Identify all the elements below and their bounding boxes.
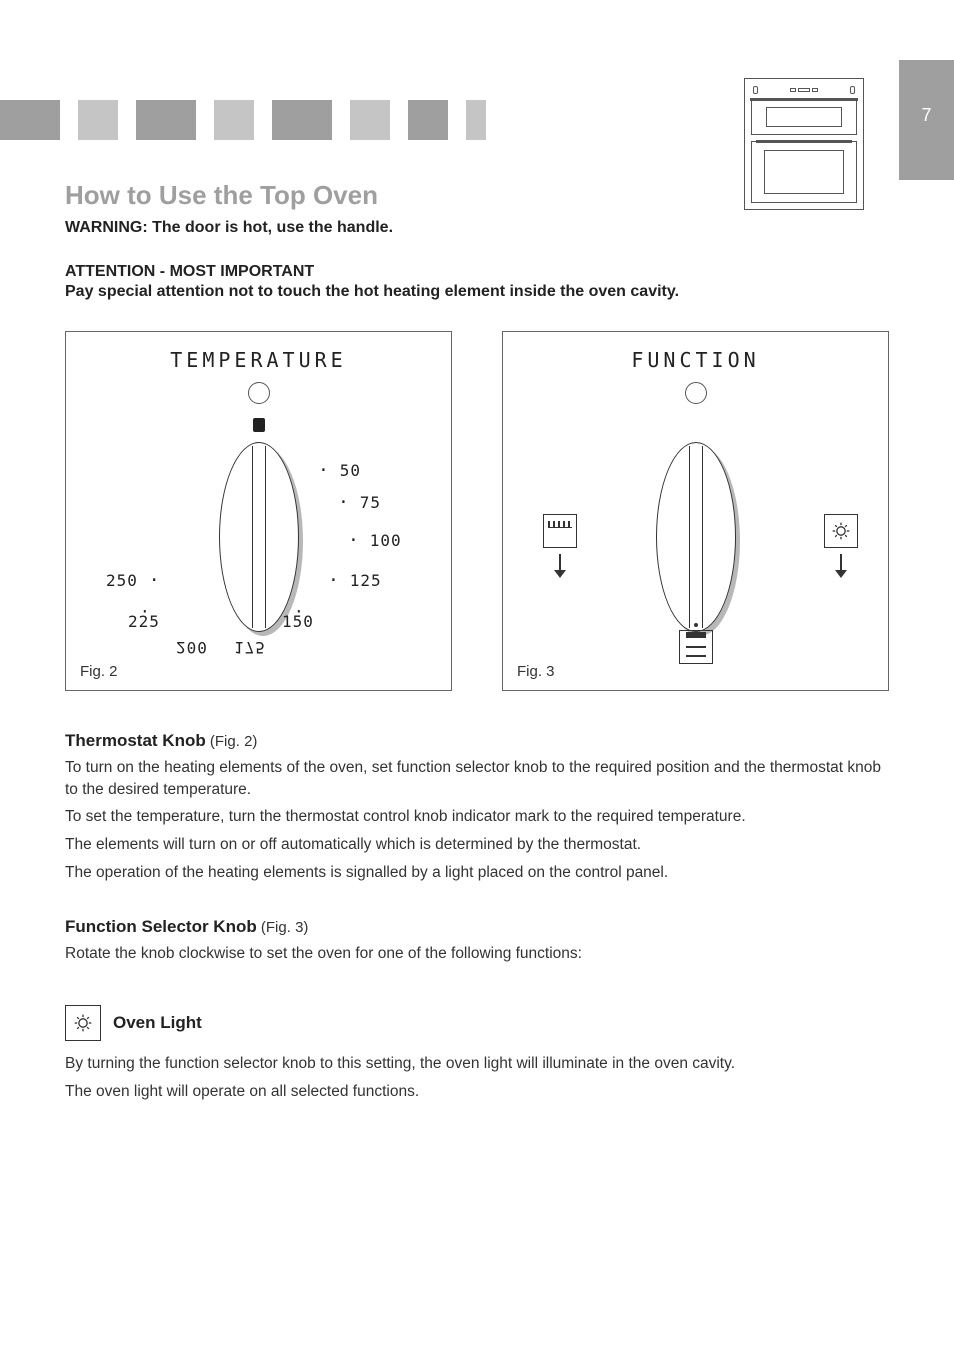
dial-title: FUNCTION bbox=[513, 348, 878, 372]
figure-reference: (Fig. 3) bbox=[257, 919, 309, 936]
figure-label: Fig. 2 bbox=[80, 663, 118, 680]
dial-title: TEMPERATURE bbox=[76, 348, 441, 372]
arrow-icon bbox=[840, 554, 842, 576]
page-number: 7 bbox=[899, 60, 954, 180]
attention-text: Pay special attention not to touch the h… bbox=[65, 283, 889, 301]
function-knob-icon bbox=[656, 442, 736, 632]
figure-reference: (Fig. 2) bbox=[206, 733, 258, 750]
conventional-function-icon bbox=[679, 630, 713, 664]
body-paragraph: By turning the function selector knob to… bbox=[65, 1053, 889, 1075]
indicator-led-icon bbox=[685, 382, 707, 404]
indicator-led-icon bbox=[248, 382, 270, 404]
body-paragraph: The operation of the heating elements is… bbox=[65, 862, 889, 884]
light-function-icon bbox=[824, 514, 858, 548]
section-heading: Function Selector Knob bbox=[65, 917, 257, 936]
body-paragraph: The oven light will operate on all selec… bbox=[65, 1081, 889, 1103]
oven-illustration-icon bbox=[744, 78, 864, 210]
section-heading: Thermostat Knob bbox=[65, 731, 206, 750]
warning-text: WARNING: The door is hot, use the handle… bbox=[65, 219, 889, 237]
body-paragraph: To set the temperature, turn the thermos… bbox=[65, 806, 889, 828]
thermostat-knob-icon bbox=[219, 442, 299, 632]
off-position-icon bbox=[505, 410, 521, 428]
header-bar-decoration bbox=[0, 100, 486, 140]
function-dial-figure: FUNCTION Fig. 3 bbox=[502, 331, 889, 691]
arrow-icon bbox=[559, 554, 561, 576]
body-paragraph: Rotate the knob clockwise to set the ove… bbox=[65, 943, 889, 965]
attention-heading: ATTENTION - MOST IMPORTANT bbox=[65, 263, 889, 281]
grill-function-icon bbox=[543, 514, 577, 548]
temperature-dial-figure: TEMPERATURE · 50 · 75 · 100 · 125 ·150 1… bbox=[65, 331, 452, 691]
oven-light-icon bbox=[65, 1005, 101, 1041]
section-heading: Oven Light bbox=[113, 1013, 202, 1033]
figure-label: Fig. 3 bbox=[517, 663, 555, 680]
body-paragraph: The elements will turn on or off automat… bbox=[65, 834, 889, 856]
body-paragraph: To turn on the heating elements of the o… bbox=[65, 757, 889, 800]
